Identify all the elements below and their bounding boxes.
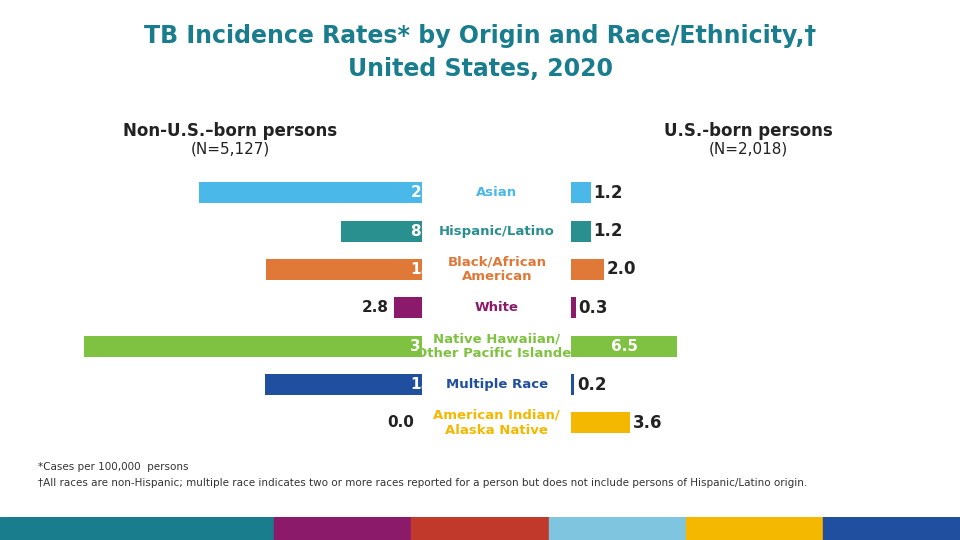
Text: Black/African
American: Black/African American	[447, 255, 546, 284]
Bar	[137, 517, 275, 540]
Text: Hispanic/Latino: Hispanic/Latino	[439, 225, 555, 238]
Bar	[548, 517, 685, 540]
Bar	[571, 336, 678, 357]
Text: 0.2: 0.2	[577, 375, 607, 394]
Bar	[265, 374, 422, 395]
Bar	[823, 517, 960, 540]
Text: American Indian/
Alaska Native: American Indian/ Alaska Native	[433, 409, 561, 437]
Text: (N=2,018): (N=2,018)	[709, 141, 788, 157]
Bar	[0, 517, 137, 540]
Text: 15.5: 15.5	[410, 262, 447, 277]
Text: 6.5: 6.5	[611, 339, 637, 354]
Bar	[275, 517, 412, 540]
Text: 1.2: 1.2	[593, 222, 623, 240]
Text: 22.1: 22.1	[410, 185, 448, 200]
Text: United States, 2020: United States, 2020	[348, 57, 612, 80]
Text: TB Incidence Rates* by Origin and Race/Ethnicity,†: TB Incidence Rates* by Origin and Race/E…	[144, 24, 816, 48]
Text: (N=5,127): (N=5,127)	[191, 141, 270, 157]
Text: Asian: Asian	[476, 186, 517, 199]
Text: 8.1: 8.1	[410, 224, 437, 239]
Bar	[571, 374, 574, 395]
Text: White: White	[475, 301, 518, 314]
Text: †All races are non-Hispanic; multiple race indicates two or more races reported : †All races are non-Hispanic; multiple ra…	[38, 478, 807, 488]
Bar	[199, 182, 422, 203]
Text: 2.0: 2.0	[607, 260, 636, 279]
Bar	[685, 517, 823, 540]
Bar	[571, 297, 576, 319]
Bar	[395, 297, 422, 319]
Text: 2.8: 2.8	[362, 300, 389, 315]
Text: Multiple Race: Multiple Race	[445, 378, 548, 391]
Text: 0.0: 0.0	[388, 415, 415, 430]
Bar	[571, 259, 604, 280]
Bar	[571, 413, 630, 434]
Bar	[84, 336, 422, 357]
Text: *Cases per 100,000  persons: *Cases per 100,000 persons	[38, 462, 189, 472]
Bar	[571, 220, 590, 241]
Bar	[571, 182, 590, 203]
Text: 33.5: 33.5	[410, 339, 447, 354]
Text: 1.2: 1.2	[593, 184, 623, 202]
Bar	[412, 517, 548, 540]
Text: 0.3: 0.3	[579, 299, 608, 317]
Text: Native Hawaiian/
Other Pacific Islander: Native Hawaiian/ Other Pacific Islander	[416, 332, 578, 360]
Text: 15.6: 15.6	[410, 377, 447, 392]
Bar	[266, 259, 422, 280]
Text: 3.6: 3.6	[633, 414, 661, 432]
Bar	[341, 220, 422, 241]
Text: Non-U.S.–born persons: Non-U.S.–born persons	[123, 123, 338, 140]
Text: U.S.-born persons: U.S.-born persons	[664, 123, 833, 140]
